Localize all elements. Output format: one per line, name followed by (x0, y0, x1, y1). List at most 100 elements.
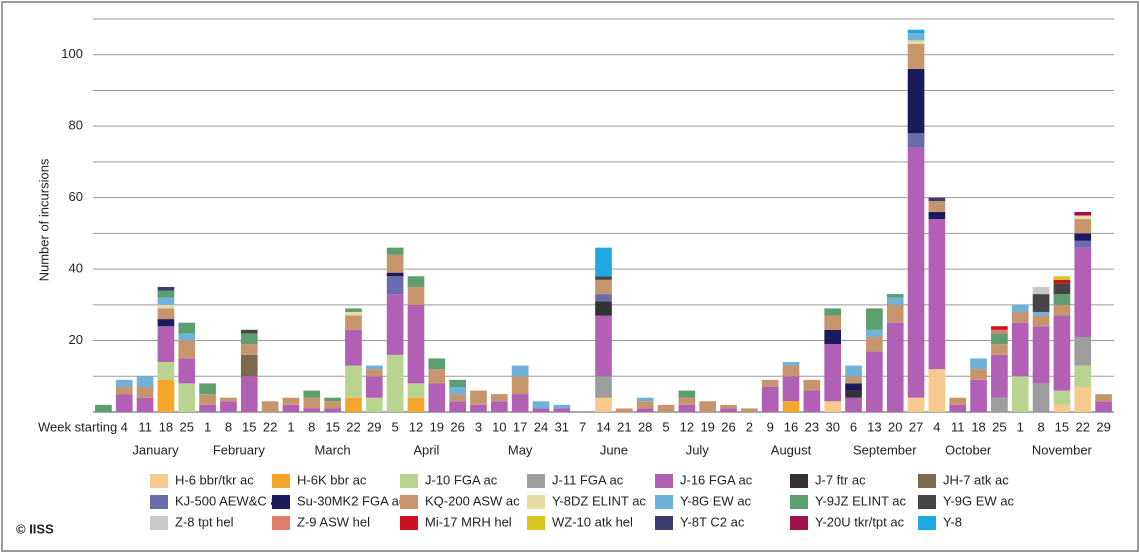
legend-label: Mi-17 MRH hel (425, 514, 512, 529)
bar-segment (386, 354, 404, 412)
bar-segment (928, 219, 946, 370)
bar-segment (199, 404, 216, 412)
bar-segment (1011, 322, 1029, 377)
bar-segment (907, 29, 925, 34)
x-tick-label: 26 (450, 419, 464, 434)
legend-swatch (400, 516, 418, 530)
legend-label: Z-9 ASW hel (297, 514, 370, 529)
x-tick-label: 21 (617, 419, 631, 434)
month-label: September (853, 442, 917, 457)
bar-segment (803, 379, 821, 391)
x-tick-label: 13 (867, 419, 881, 434)
bar-segment (511, 365, 529, 377)
bar-segment (866, 308, 883, 330)
legend-label: Y-8DZ ELINT ac (552, 493, 646, 508)
legend-label: J-16 FGA ac (680, 472, 753, 487)
legend-label: Y-9G EW ac (943, 493, 1015, 508)
bar-segment (741, 408, 758, 412)
legend-label: J-11 FGA ac (552, 472, 624, 487)
bar-segment (282, 404, 300, 412)
bar-segment (991, 326, 1008, 330)
month-label: March (315, 442, 351, 457)
x-tick-label: 9 (767, 419, 774, 434)
legend-swatch (918, 516, 936, 530)
bar-segment (886, 297, 904, 305)
bar-segment (157, 297, 175, 305)
x-tick-label: 26 (721, 419, 735, 434)
legend-swatch (150, 495, 168, 509)
legend-label: Y-8 (943, 514, 962, 529)
bar-segment (490, 394, 508, 402)
bar-segment (240, 344, 258, 355)
legend-swatch (400, 495, 418, 509)
bar-segment (157, 379, 175, 412)
bar-segment (365, 376, 383, 398)
bar-segment (907, 133, 925, 148)
legend-swatch (400, 474, 418, 488)
x-tick-label: 29 (1096, 419, 1110, 434)
bar-segment (1011, 304, 1029, 312)
bar-segment (824, 401, 842, 412)
bar-segment (407, 276, 425, 287)
bar-segment (199, 394, 216, 405)
x-tick-label: 8 (308, 419, 315, 434)
bar-segment (1053, 283, 1071, 295)
bar-segment (1074, 386, 1092, 412)
bar-segment (803, 390, 821, 412)
legend-swatch (527, 516, 545, 530)
bar-segment (470, 404, 487, 412)
bar-segment (845, 397, 862, 412)
x-tick-label: 7 (579, 419, 586, 434)
bar-segment (115, 379, 133, 387)
bar-segment (511, 394, 529, 412)
bar-segment (970, 379, 987, 412)
x-tick-label: 8 (225, 419, 232, 434)
bar-segment (907, 397, 925, 412)
bar-segment (303, 408, 321, 412)
bar-segment (845, 376, 862, 384)
bar-segment (199, 383, 216, 395)
bar-segment (386, 254, 404, 273)
bar-segment (928, 201, 946, 212)
bar-segment (1053, 404, 1071, 412)
bar-segment (824, 315, 842, 330)
bar-segment (345, 311, 362, 316)
bar-segment (1074, 219, 1092, 234)
bar-segment (157, 290, 175, 298)
bar-segment (907, 40, 925, 45)
bar-segment (1032, 383, 1050, 412)
legend-swatch (272, 516, 290, 530)
bar-segment (866, 351, 883, 412)
bar-segment (345, 329, 362, 366)
bar-segment (178, 333, 196, 341)
bar-segment (532, 408, 550, 412)
legend-swatch (150, 516, 168, 530)
bar-segment (595, 247, 612, 277)
legend-label: Y-8G EW ac (680, 493, 752, 508)
bar-segment (1011, 311, 1029, 323)
bar-segment (616, 408, 633, 412)
bar-segment (1074, 247, 1092, 337)
y-tick-label: 80 (69, 118, 83, 133)
x-tick-label: 22 (346, 419, 360, 434)
x-tick-label: 14 (596, 419, 610, 434)
legend-label: JH-7 atk ac (943, 472, 1009, 487)
x-tick-label: 19 (700, 419, 714, 434)
legend-label: H-6K bbr ac (297, 472, 367, 487)
x-tick-label: 23 (805, 419, 819, 434)
x-tick-label: 4 (121, 419, 128, 434)
legend-label: Y-20U tkr/tpt ac (815, 514, 905, 529)
bar-segment (157, 361, 175, 380)
bar-segment (845, 365, 862, 377)
bar-segment (303, 397, 321, 409)
bar-segment (595, 315, 612, 377)
bar-segment (449, 394, 466, 402)
y-tick-label: 100 (61, 46, 83, 61)
month-label: January (132, 442, 179, 457)
x-tick-label: 18 (971, 419, 985, 434)
bar-segment (1074, 233, 1092, 241)
legend-swatch (655, 474, 673, 488)
bar-segment (949, 397, 967, 405)
